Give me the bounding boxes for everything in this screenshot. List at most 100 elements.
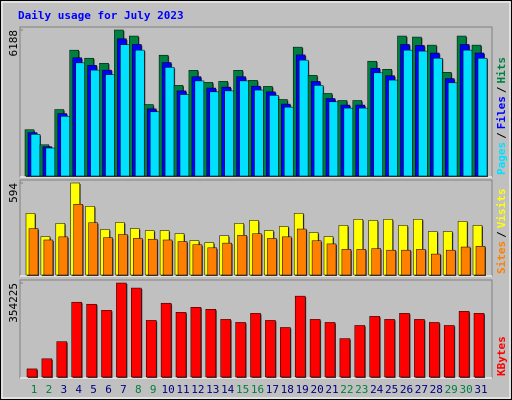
x-tick-label: 4 xyxy=(75,383,82,396)
bar xyxy=(401,249,411,276)
bar xyxy=(26,368,38,378)
bar xyxy=(388,79,398,177)
bar xyxy=(194,80,205,177)
bar xyxy=(41,358,53,378)
bar xyxy=(328,101,339,177)
bar xyxy=(237,235,247,276)
x-tick-label: 28 xyxy=(430,383,443,396)
x-tick-label: 27 xyxy=(415,383,428,396)
bar xyxy=(399,313,410,378)
bar xyxy=(28,228,39,276)
bar xyxy=(235,322,246,378)
x-tick-label: 11 xyxy=(176,383,189,396)
x-tick-label: 14 xyxy=(221,383,235,396)
bar xyxy=(88,222,98,276)
bar xyxy=(341,249,352,276)
bar xyxy=(30,134,41,177)
bar xyxy=(326,243,337,276)
bar xyxy=(75,62,85,177)
bar xyxy=(145,320,157,378)
bar xyxy=(179,94,190,177)
legend-separator: / xyxy=(495,132,508,139)
bar xyxy=(267,238,277,276)
bar xyxy=(71,301,82,378)
chart-title: Daily usage for July 2023 xyxy=(18,9,184,22)
bar xyxy=(429,322,440,378)
bar xyxy=(403,49,413,177)
x-tick-label: 20 xyxy=(310,383,323,396)
x-tick-label: 22 xyxy=(340,383,353,396)
bar xyxy=(192,244,203,276)
bar xyxy=(131,287,142,378)
bar xyxy=(282,236,292,276)
bar xyxy=(343,107,354,177)
bar xyxy=(118,234,128,276)
y-tick-label: 6188 xyxy=(7,30,20,57)
x-tick-label: 8 xyxy=(135,383,142,396)
bar xyxy=(280,327,291,378)
bar xyxy=(433,57,443,177)
bar xyxy=(447,82,458,177)
bar xyxy=(284,106,294,177)
x-tick-label: 6 xyxy=(105,383,112,396)
legend: Pages / Files / Hits xyxy=(495,57,508,175)
bar xyxy=(431,253,441,276)
y-tick-label: 594 xyxy=(7,183,20,203)
bar xyxy=(177,241,188,276)
y-tick-label: 354225 xyxy=(7,283,20,323)
bar xyxy=(133,238,143,276)
x-tick-label: 23 xyxy=(355,383,368,396)
bar xyxy=(311,240,322,276)
bar xyxy=(296,228,307,276)
bar xyxy=(101,310,112,378)
bar xyxy=(354,325,366,378)
bar xyxy=(418,50,428,177)
x-tick-label: 17 xyxy=(266,383,279,396)
bar xyxy=(135,49,145,177)
legend-entry: Files xyxy=(495,96,508,129)
bar xyxy=(224,90,234,177)
legend-entry: KBytes xyxy=(495,336,508,376)
bar xyxy=(209,91,220,177)
bar xyxy=(116,282,127,378)
bar xyxy=(220,319,231,378)
x-tick-label: 21 xyxy=(325,383,338,396)
legend-separator: / xyxy=(495,231,508,238)
bar xyxy=(414,319,425,378)
bar xyxy=(462,49,473,177)
x-tick-label: 13 xyxy=(206,383,219,396)
bar xyxy=(254,89,264,177)
bar xyxy=(416,249,426,276)
x-tick-label: 5 xyxy=(90,383,97,396)
bar xyxy=(473,313,485,378)
x-tick-label: 24 xyxy=(370,383,384,396)
bar xyxy=(86,303,97,378)
bar xyxy=(205,309,217,378)
bar xyxy=(445,249,456,276)
x-tick-label: 15 xyxy=(236,383,249,396)
bar xyxy=(190,307,202,378)
x-tick-label: 18 xyxy=(281,383,294,396)
x-tick-label: 2 xyxy=(46,383,53,396)
bar xyxy=(371,248,381,276)
legend: Sites / Visits xyxy=(495,189,508,275)
bar xyxy=(90,69,100,177)
bar xyxy=(60,116,71,177)
bar xyxy=(252,233,262,276)
bar xyxy=(309,319,321,378)
bar xyxy=(120,44,130,177)
bar xyxy=(265,320,276,378)
x-tick-label: 25 xyxy=(385,383,398,396)
bar xyxy=(45,147,56,177)
bar xyxy=(58,236,69,276)
x-tick-label: 16 xyxy=(251,383,264,396)
bar xyxy=(475,246,486,276)
bar xyxy=(369,316,380,378)
legend: KBytes xyxy=(495,336,508,376)
bar xyxy=(105,74,115,177)
bar xyxy=(103,237,113,276)
bar xyxy=(298,59,309,177)
bar xyxy=(73,204,83,276)
